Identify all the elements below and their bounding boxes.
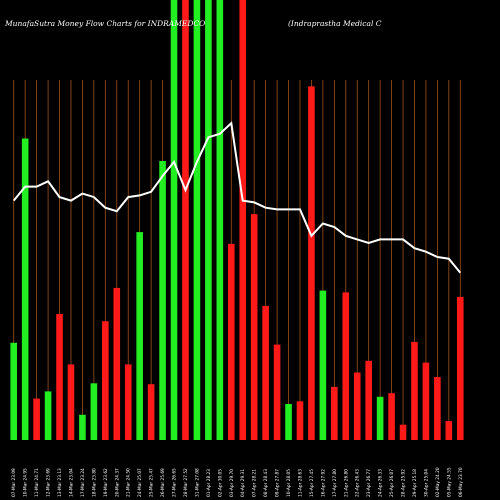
x-tick-label: 18-Mar 23.80 bbox=[91, 468, 97, 497]
x-tick-label: 11-Mar 24.71 bbox=[34, 468, 40, 497]
money-flow-bar bbox=[216, 0, 224, 440]
x-tick-label: 14-Mar 23.04 bbox=[69, 468, 75, 497]
x-tick-label: 02-Apr 30.05 bbox=[217, 469, 223, 497]
money-flow-bar bbox=[434, 377, 441, 440]
money-flow-bar bbox=[10, 342, 18, 440]
x-tick-label: 10-Apr 28.05 bbox=[286, 469, 292, 497]
x-tick-label: 15-Apr 27.45 bbox=[309, 469, 315, 497]
x-tick-label: 31-Mar 27.08 bbox=[194, 468, 200, 497]
money-flow-bar bbox=[411, 341, 418, 440]
x-tick-label: 07-Mar 23.09 bbox=[11, 468, 17, 497]
x-tick-label: 19-Mar 23.62 bbox=[103, 468, 109, 497]
x-tick-label: 08-Apr 28.43 bbox=[263, 469, 269, 497]
money-flow-bar bbox=[445, 421, 453, 440]
money-flow-bar bbox=[182, 0, 189, 440]
money-flow-bar bbox=[33, 398, 40, 440]
money-flow-bar bbox=[388, 393, 395, 440]
x-tick-label: 28-Apr 25.92 bbox=[401, 469, 407, 497]
x-tick-label: 21-Apr 26.80 bbox=[343, 469, 349, 497]
money-flow-bar bbox=[331, 386, 338, 440]
money-flow-bar bbox=[170, 0, 178, 440]
money-flow-bar bbox=[136, 232, 143, 440]
x-tick-label: 06-May 23.70 bbox=[458, 467, 464, 497]
money-flow-bar bbox=[422, 362, 430, 440]
x-tick-label: 28-Mar 27.52 bbox=[183, 468, 189, 497]
x-tick-label: 05-May 24.55 bbox=[446, 467, 452, 497]
x-tick-label: 12-Mar 23.69 bbox=[46, 468, 52, 497]
money-flow-bar bbox=[456, 296, 464, 440]
money-flow-bar bbox=[342, 292, 350, 440]
money-flow-bar bbox=[90, 383, 98, 440]
x-tick-label: 13-Mar 23.13 bbox=[57, 468, 63, 497]
x-tick-labels: 07-Mar 23.09 10-Mar 24.95 11-Mar 24.71 12-M… bbox=[11, 467, 464, 497]
money-flow-bar bbox=[239, 0, 247, 440]
money-flow-bar bbox=[147, 384, 155, 440]
money-flow-bar bbox=[308, 86, 315, 441]
chart-title-right: (Indraprastha Medical C bbox=[288, 19, 382, 28]
x-tick-label: 22-Apr 26.43 bbox=[355, 469, 361, 497]
x-tick-label: 04-Apr 29.31 bbox=[240, 469, 246, 497]
x-tick-label: 29-Apr 25.18 bbox=[412, 469, 418, 497]
x-tick-label: 10-Mar 24.95 bbox=[23, 468, 29, 497]
x-tick-label: 03-Apr 29.70 bbox=[229, 469, 235, 497]
price-line bbox=[12, 121, 462, 274]
money-flow-bar bbox=[296, 401, 304, 440]
x-tick-label: 09-Apr 27.87 bbox=[275, 469, 281, 497]
money-flow-bar bbox=[319, 290, 327, 440]
x-tick-label: 17-Apr 27.80 bbox=[332, 469, 338, 497]
x-tick-label: 02-May 24.20 bbox=[435, 467, 441, 497]
money-flow-bar bbox=[399, 424, 407, 440]
x-tick-label: 30-Apr 25.04 bbox=[423, 469, 429, 497]
chart-title-left: MunafaSutra Money Flow Charts for INDRAM… bbox=[4, 19, 205, 28]
money-flow-bars bbox=[10, 0, 464, 441]
x-tick-label: 25-Apr 26.07 bbox=[389, 469, 395, 497]
x-tick-label: 23-Apr 26.77 bbox=[366, 469, 372, 497]
money-flow-bar bbox=[67, 364, 75, 440]
x-tick-label: 25-Mar 25.47 bbox=[149, 468, 155, 497]
money-flow-bar bbox=[365, 360, 372, 440]
money-flow-bar bbox=[227, 243, 235, 440]
money-flow-bar bbox=[193, 0, 201, 440]
money-flow-bar bbox=[79, 414, 86, 440]
x-tick-label: 24-Apr 26.33 bbox=[378, 469, 384, 497]
x-tick-label: 11-Apr 28.63 bbox=[298, 469, 304, 497]
money-flow-bar bbox=[205, 0, 212, 440]
x-tick-label: 24-Mar 25.07 bbox=[137, 468, 143, 497]
money-flow-bar bbox=[21, 138, 29, 440]
money-flow-bar bbox=[376, 396, 384, 440]
x-tick-label: 21-Mar 24.50 bbox=[126, 468, 132, 497]
x-tick-label: 26-Mar 25.69 bbox=[160, 468, 166, 497]
money-flow-bar bbox=[102, 321, 109, 440]
money-flow-bar bbox=[262, 305, 269, 440]
x-tick-label: 01-Apr 28.23 bbox=[206, 469, 212, 497]
x-tick-label: 17-Mar 23.24 bbox=[80, 468, 86, 497]
money-flow-bar bbox=[113, 287, 121, 440]
money-flow-bar bbox=[159, 161, 166, 440]
x-tick-label: 07-Apr 28.21 bbox=[252, 469, 258, 497]
money-flow-bar bbox=[285, 404, 292, 440]
money-flow-bar bbox=[250, 214, 258, 440]
x-tick-label: 27-Mar 26.65 bbox=[172, 468, 178, 497]
money-flow-bar bbox=[44, 391, 52, 440]
money-flow-bar bbox=[124, 364, 132, 440]
money-flow-bar bbox=[273, 344, 281, 440]
money-flow-bar bbox=[353, 372, 361, 440]
money-flow-bar bbox=[56, 314, 63, 440]
x-tick-label: 16-Apr 27.92 bbox=[320, 469, 326, 497]
x-tick-label: 20-Mar 24.37 bbox=[114, 468, 120, 497]
